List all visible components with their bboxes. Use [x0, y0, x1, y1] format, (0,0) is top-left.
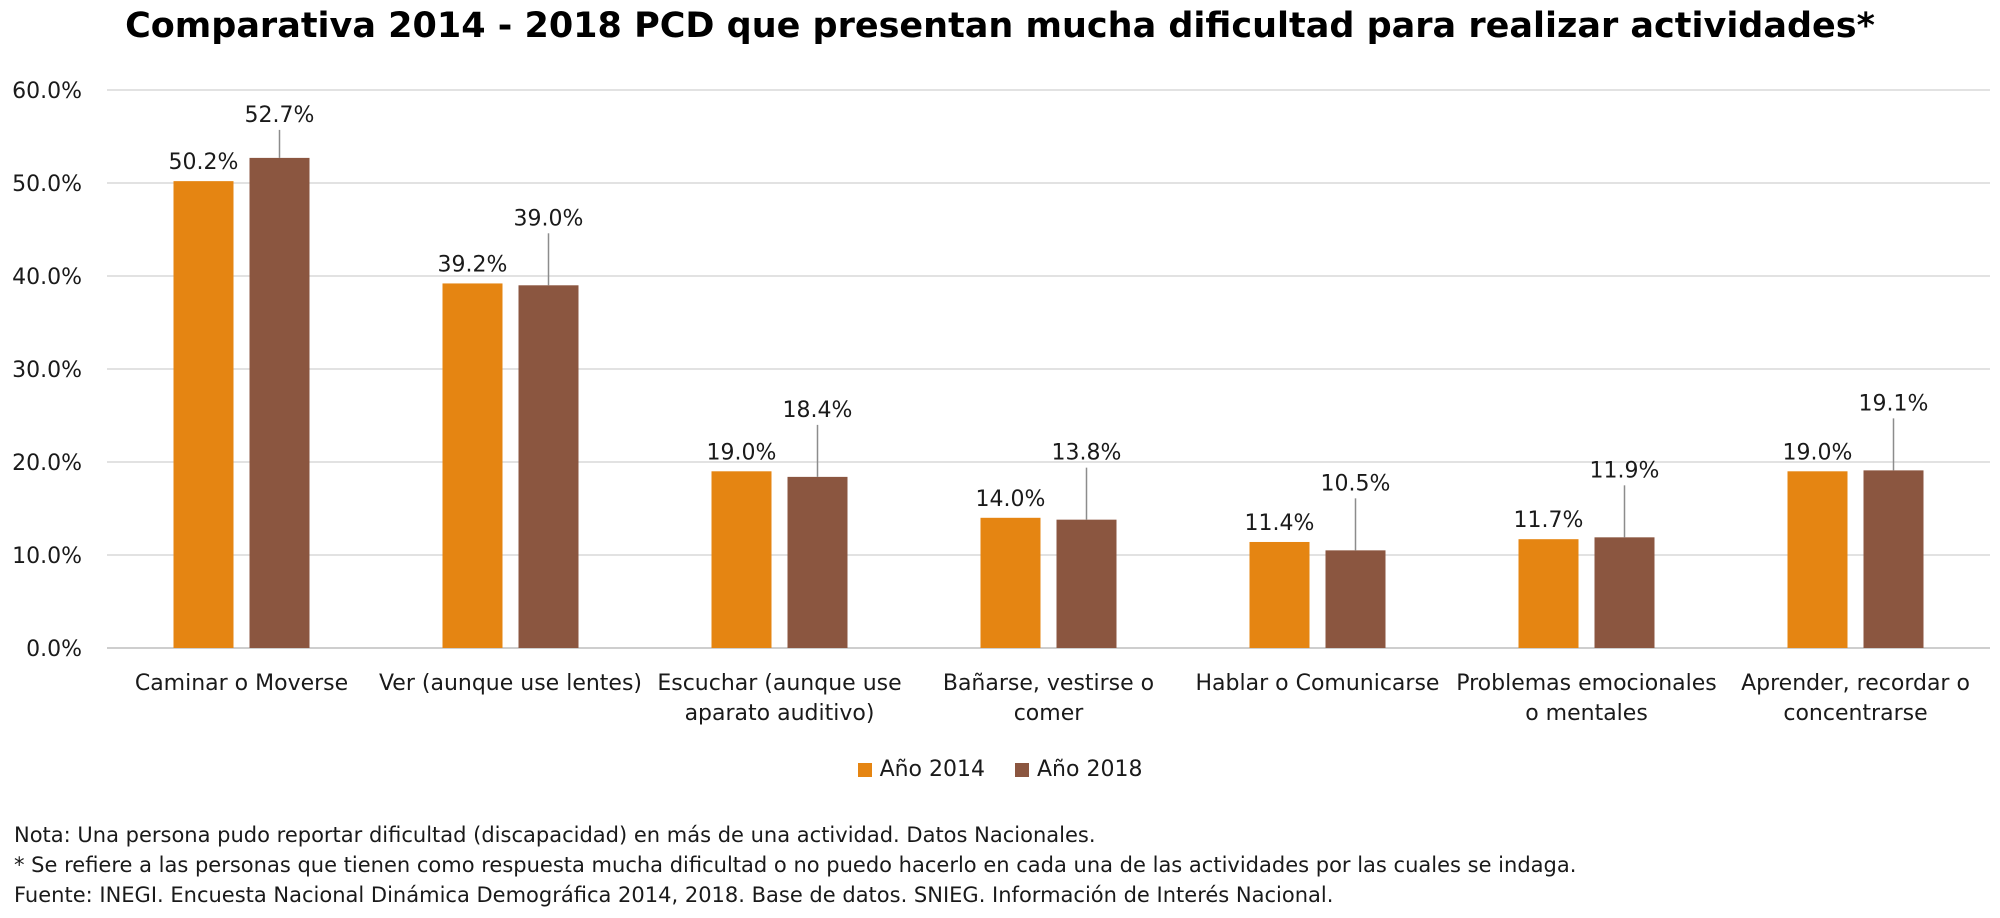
y-tick-label: 50.0%: [12, 172, 82, 197]
bar-año-2014: [1787, 471, 1848, 648]
data-label: 39.0%: [514, 206, 584, 231]
data-label: 11.4%: [1245, 511, 1315, 536]
x-category-label: concentrarse: [1783, 701, 1927, 726]
data-label: 52.7%: [245, 103, 315, 128]
bar-año-2018: [1325, 550, 1386, 648]
chart-title: Comparativa 2014 - 2018 PCD que presenta…: [125, 6, 1875, 46]
bar-año-2018: [787, 476, 848, 648]
bar-año-2018: [249, 157, 310, 648]
x-category-label: aparato auditivo): [685, 701, 875, 726]
x-category-label: Hablar o Comunicarse: [1196, 671, 1440, 696]
y-tick-label: 20.0%: [12, 451, 82, 476]
data-label: 10.5%: [1321, 471, 1391, 496]
y-axis: 0.0% 10.0% 20.0% 30.0% 40.0% 50.0% 60.0%: [12, 79, 82, 662]
data-label: 14.0%: [976, 487, 1046, 512]
note-line: * Se refiere a las personas que tienen c…: [14, 853, 1577, 877]
legend-swatch-2018: [1015, 762, 1029, 777]
legend-label-2018: Año 2018: [1037, 757, 1143, 782]
data-label: 39.2%: [438, 252, 508, 277]
legend-item-2014: Año 2014: [857, 757, 985, 782]
y-tick-label: 60.0%: [12, 79, 82, 104]
bar-año-2014: [980, 517, 1041, 648]
data-label: 19.0%: [1783, 440, 1853, 465]
y-tick-label: 10.0%: [12, 544, 82, 569]
bar-año-2014: [173, 181, 234, 648]
x-category-label: Ver (aunque use lentes): [379, 671, 642, 696]
bar-año-2014: [1518, 539, 1579, 648]
legend-item-2018: Año 2018: [1015, 757, 1142, 782]
footnotes: Nota: Una persona pudo reportar dificult…: [14, 820, 1576, 910]
bar-año-2018: [518, 285, 579, 648]
x-category-label: Caminar o Moverse: [135, 671, 348, 696]
bar-año-2014: [442, 283, 503, 648]
data-labels: 50.2%52.7%39.2%39.0%19.0%18.4%14.0%13.8%…: [169, 103, 1929, 551]
bar-año-2014: [1249, 541, 1310, 648]
y-tick-label: 0.0%: [26, 637, 82, 662]
bar-año-2018: [1863, 470, 1924, 648]
data-label: 19.0%: [707, 440, 777, 465]
x-category-label: Aprender, recordar o: [1741, 671, 1970, 696]
data-label: 19.1%: [1859, 391, 1929, 416]
bars: [173, 157, 1924, 648]
x-category-label: comer: [1014, 701, 1085, 726]
bar-año-2018: [1056, 519, 1117, 648]
data-label: 18.4%: [783, 398, 853, 423]
x-category-label: Problemas emocionales: [1456, 671, 1717, 696]
bar-chart: 0.0% 10.0% 20.0% 30.0% 40.0% 50.0% 60.0% 50.2%…: [12, 79, 1990, 726]
data-label: 11.9%: [1590, 458, 1660, 483]
bar-año-2018: [1594, 537, 1655, 648]
x-category-label: o mentales: [1525, 701, 1648, 726]
legend-swatch-2014: [857, 762, 872, 777]
legend: Año 2014 Año 2018: [0, 757, 2000, 782]
legend-label-2014: Año 2014: [879, 757, 985, 782]
x-axis: Caminar o Moverse Ver (aunque use lentes)…: [135, 671, 1970, 726]
y-tick-label: 30.0%: [12, 358, 82, 383]
gridlines: [107, 89, 1990, 649]
x-category-label: Escuchar (aunque use: [657, 671, 901, 696]
x-category-label: Bañarse, vestirse o: [943, 671, 1154, 696]
data-label: 11.7%: [1514, 508, 1584, 533]
note-line: Nota: Una persona pudo reportar dificult…: [14, 823, 1096, 847]
y-tick-label: 40.0%: [12, 265, 82, 290]
data-label: 50.2%: [169, 150, 239, 175]
bar-año-2014: [711, 471, 772, 648]
note-line: Fuente: INEGI. Encuesta Nacional Dinámic…: [14, 883, 1334, 907]
data-label: 13.8%: [1052, 441, 1122, 466]
